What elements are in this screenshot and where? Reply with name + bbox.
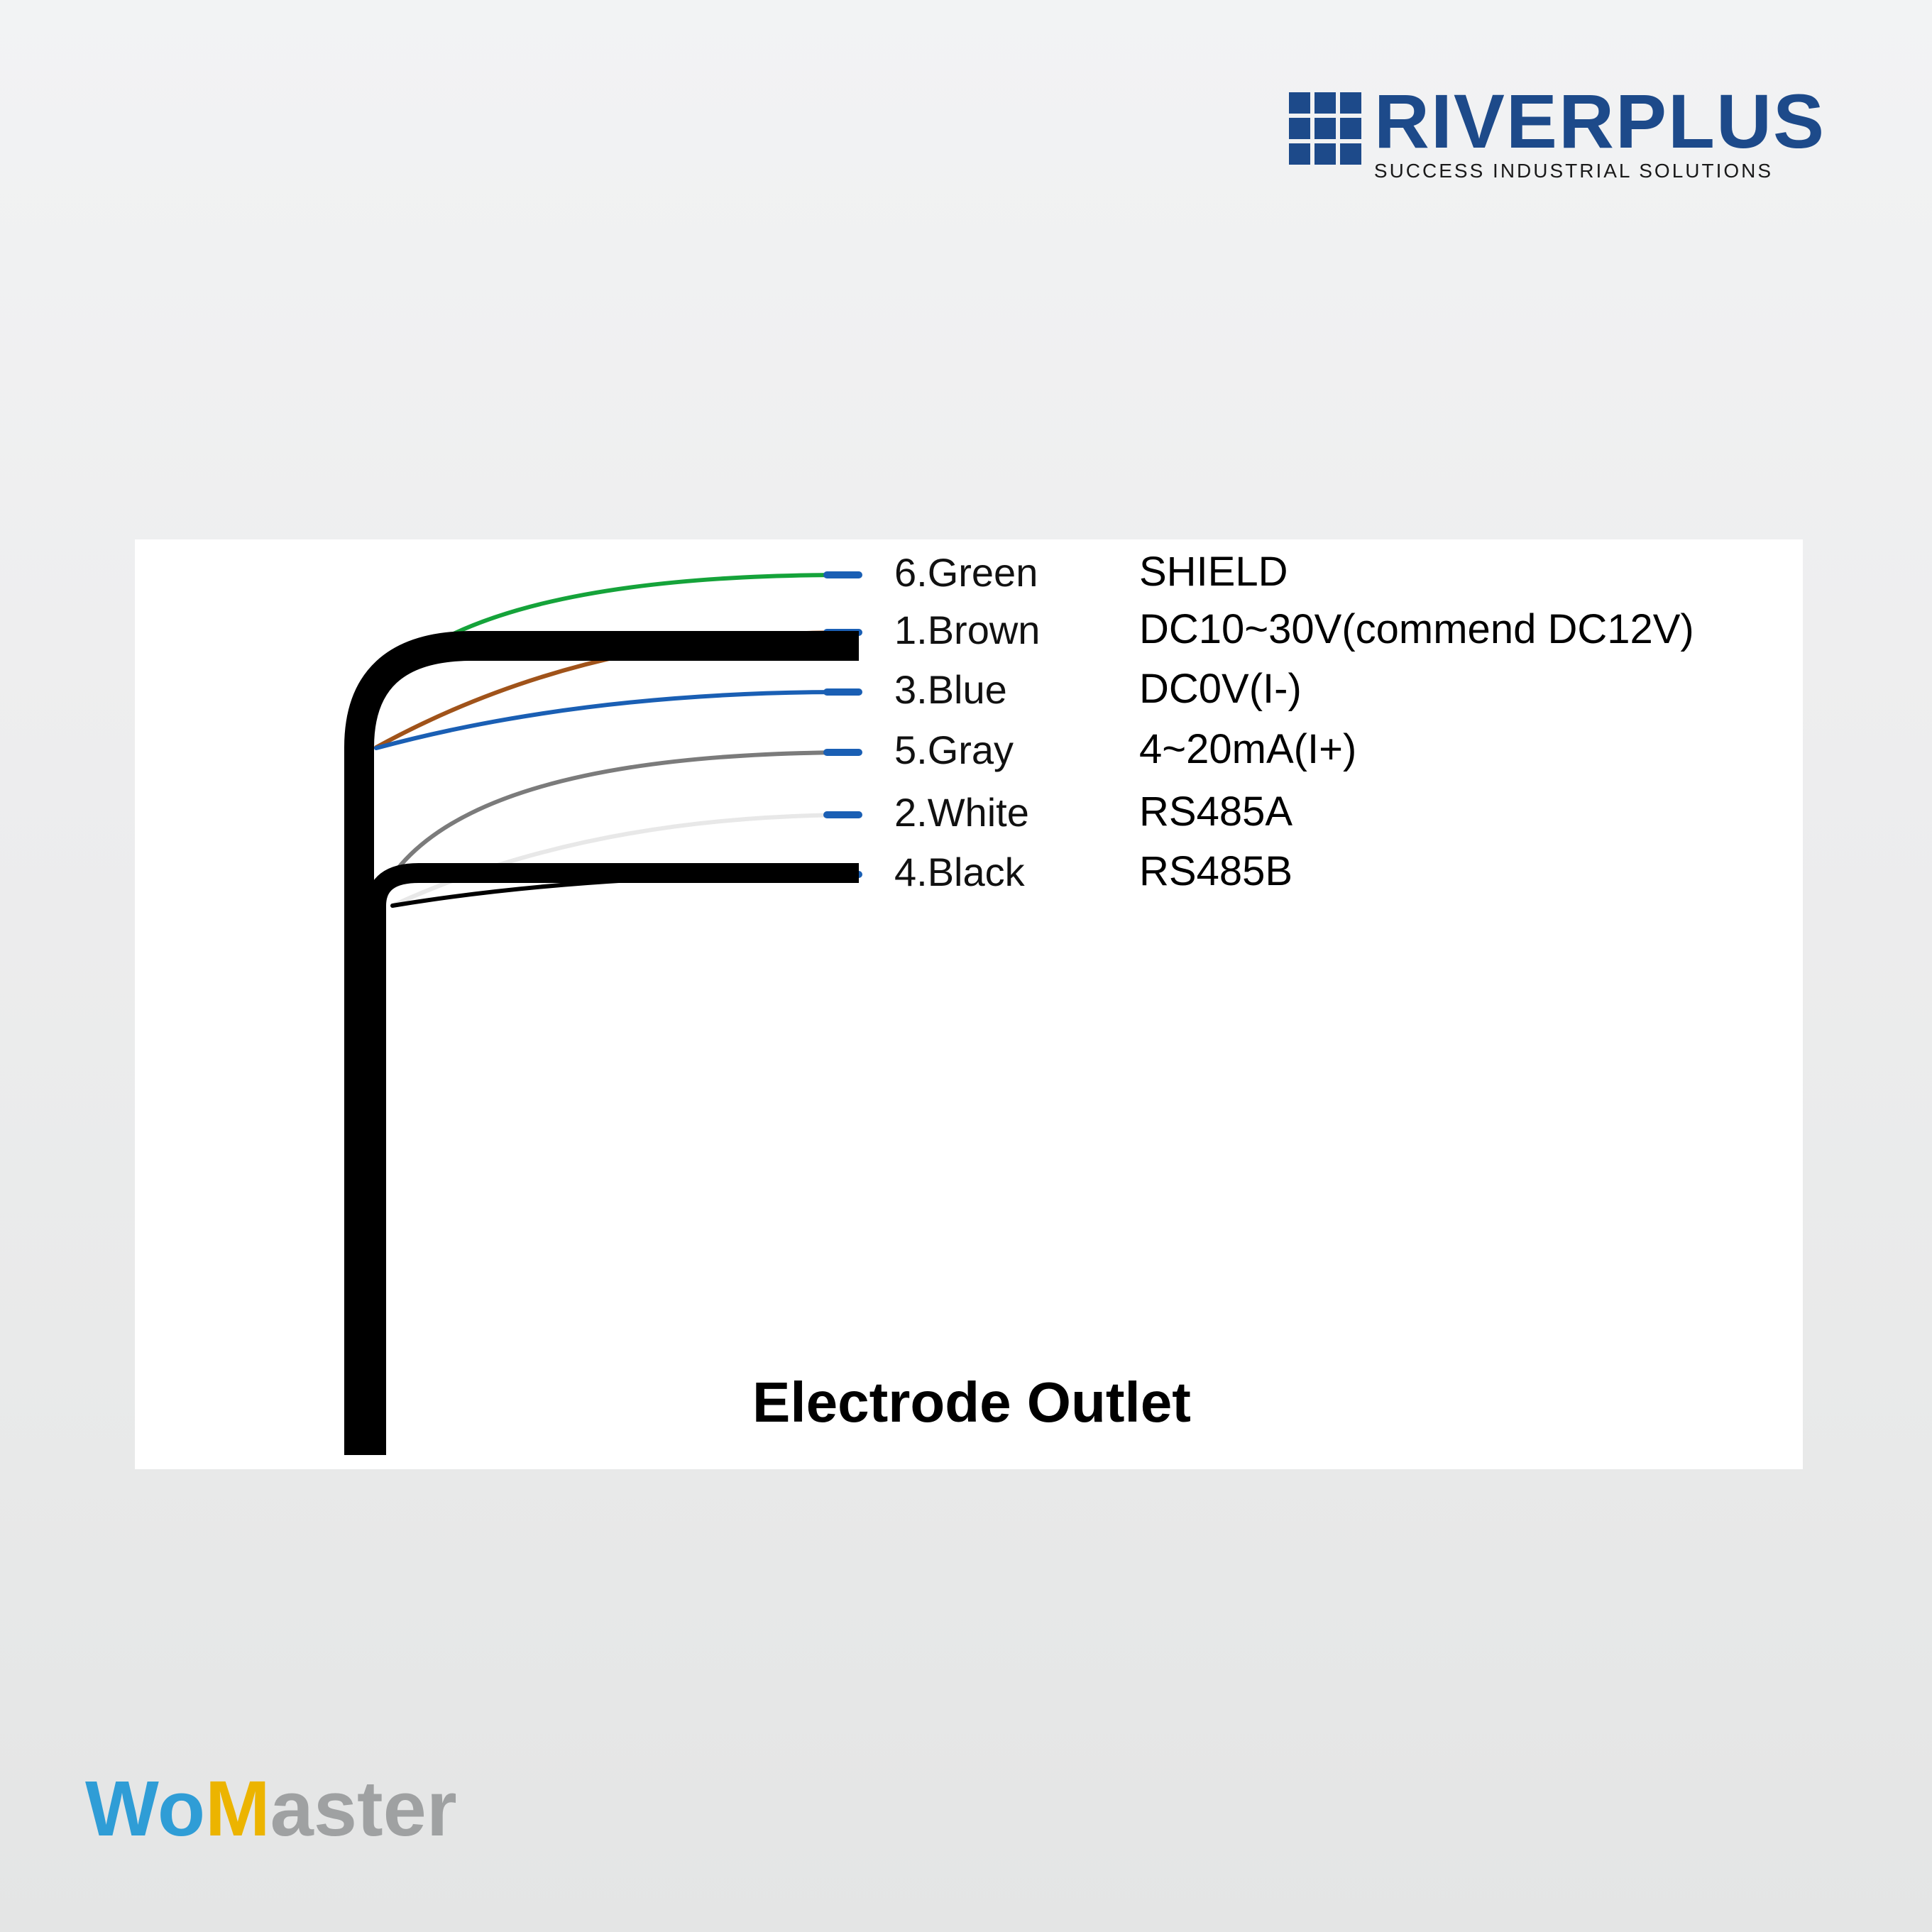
function-label-black: RS485B (1139, 847, 1292, 895)
wire-label-blue: 3.Blue (894, 666, 1007, 713)
brand-part-1: M (205, 1765, 270, 1853)
function-label-brown: DC10~30V(commend DC12V) (1139, 605, 1694, 653)
riverplus-logo-subtitle: SUCCESS INDUSTRIAL SOLUTIONS (1374, 160, 1826, 182)
wire-label-white: 2.White (894, 789, 1029, 835)
function-label-green: SHIELD (1139, 548, 1288, 595)
riverplus-logo-grid-icon (1289, 92, 1361, 165)
diagram-title: Electrode Outlet (752, 1370, 1191, 1435)
diagram-labels: 6.Green SHIELD 1.Brown DC10~30V(commend DC1… (135, 539, 1803, 1469)
stage: RIVERPLUS SUCCESS INDUSTRIAL SOLUTIONS 6… (0, 0, 1932, 1932)
diagram-panel: 6.Green SHIELD 1.Brown DC10~30V(commend DC1… (135, 539, 1803, 1469)
wire-label-gray: 5.Gray (894, 727, 1014, 773)
function-label-blue: DC0V(I-) (1139, 665, 1302, 713)
riverplus-logo-text: RIVERPLUS SUCCESS INDUSTRIAL SOLUTIONS (1374, 85, 1826, 182)
function-label-white: RS485A (1139, 788, 1292, 835)
riverplus-logo: RIVERPLUS SUCCESS INDUSTRIAL SOLUTIONS (1289, 85, 1826, 182)
riverplus-logo-title: RIVERPLUS (1374, 85, 1826, 158)
womaster-brand: WoMaster (85, 1764, 457, 1854)
wire-label-green: 6.Green (894, 549, 1038, 595)
wire-label-black: 4.Black (894, 849, 1025, 895)
wire-label-brown: 1.Brown (894, 607, 1040, 653)
brand-part-2: aster (270, 1765, 457, 1853)
brand-part-0: Wo (85, 1765, 205, 1853)
function-label-gray: 4~20mA(I+) (1139, 725, 1356, 773)
